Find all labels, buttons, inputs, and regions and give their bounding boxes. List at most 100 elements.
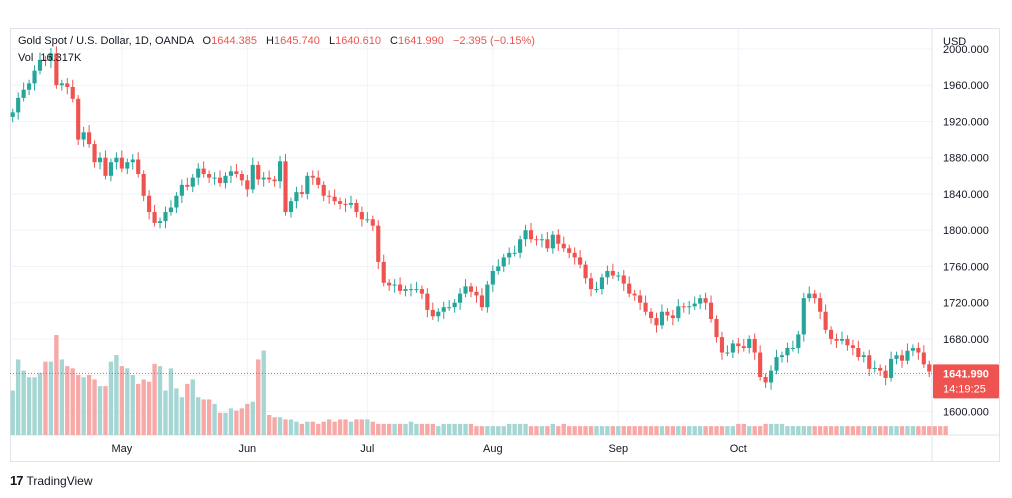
candle-body [621, 275, 626, 284]
candle-body [528, 230, 534, 240]
candle-body [550, 234, 555, 249]
volume-bar [468, 423, 474, 435]
volume-bar [807, 426, 812, 435]
volume-bar [774, 423, 779, 435]
volume-bar [703, 426, 708, 435]
candle-body [692, 303, 697, 307]
candle-body [578, 257, 583, 265]
volume-bar [65, 366, 70, 435]
volume-bar [376, 423, 381, 435]
volume-bar [392, 423, 397, 435]
volume-bar [938, 426, 943, 435]
volume-bar [768, 423, 774, 435]
volume-bar [910, 426, 916, 435]
tradingview-name: TradingView [26, 473, 93, 488]
volume-bar [81, 377, 86, 435]
candle-body [196, 168, 201, 178]
candle-body [785, 348, 790, 356]
volume-bar [217, 412, 223, 435]
volume-bar [141, 379, 146, 435]
candle-body [719, 337, 725, 353]
chart-frame[interactable] [10, 28, 1000, 462]
candle-body [681, 306, 686, 308]
volume-bar [163, 390, 168, 435]
candle-body [267, 177, 272, 180]
volume-bar [245, 403, 250, 435]
volume-bar [414, 423, 419, 435]
volume-bar [179, 397, 185, 435]
volume-bar [861, 426, 866, 435]
volume-bar [523, 423, 528, 435]
candle-body [436, 311, 441, 317]
volume-bar [572, 426, 577, 435]
candle-body [458, 293, 463, 303]
candle-body [725, 352, 730, 354]
candle-body [92, 144, 97, 163]
volume-bar [834, 426, 839, 435]
volume-bar [605, 426, 610, 435]
volume-bar [21, 370, 26, 435]
volume-bar [76, 375, 81, 435]
volume-bar [877, 426, 883, 435]
candle-body [905, 350, 910, 361]
volume-bar [305, 421, 310, 435]
volume-bar [119, 366, 125, 435]
candle-body [790, 348, 795, 349]
y-tick-label: 1800.000 [943, 225, 989, 237]
candle-body [534, 239, 539, 241]
volume-value: 16.317K [40, 52, 82, 64]
candle-body [277, 161, 283, 182]
volume-bar [299, 423, 305, 435]
volume-bar [867, 426, 872, 435]
candle-body [54, 53, 59, 86]
y-tick-label: 1680.000 [943, 334, 989, 346]
candle-body [523, 230, 528, 240]
volume-bar [697, 426, 703, 435]
candle-body [130, 159, 135, 163]
candle-body [774, 357, 779, 371]
candle-body [403, 289, 408, 291]
volume-bar [708, 426, 714, 435]
volume-bar [637, 426, 643, 435]
candle-body [512, 252, 517, 254]
candle-body [916, 348, 921, 353]
candle-body [856, 348, 861, 358]
candle-body [430, 309, 435, 317]
volume-bar [97, 386, 103, 435]
change-value: −2.395 (−0.15%) [452, 35, 535, 47]
candle-body [179, 184, 184, 196]
candle-body [638, 295, 643, 303]
volume-bar [206, 399, 212, 435]
candle-body [763, 377, 768, 383]
volume-bar [397, 423, 403, 435]
candle-body [594, 289, 599, 291]
x-tick-label: May [111, 443, 132, 455]
volume-bar [59, 359, 65, 435]
candle-body [81, 132, 86, 140]
y-tick-label: 1760.000 [943, 261, 989, 273]
volume-bar [632, 426, 637, 435]
volume-bar [457, 423, 463, 435]
volume-bar [228, 408, 234, 435]
volume-bar [943, 426, 948, 435]
candle-body [376, 225, 381, 262]
volume-bar [436, 426, 441, 435]
candle-body [37, 59, 43, 71]
volume-bar [670, 426, 676, 435]
candle-body [889, 358, 894, 378]
tradingview-logo[interactable]: 17 TradingView [10, 473, 93, 488]
candle-body [228, 171, 234, 176]
candle-body [332, 196, 337, 202]
candle-body [354, 203, 359, 213]
candle-body [157, 221, 163, 223]
symbol-title[interactable]: Gold Spot / U.S. Dollar, 1D, OANDA [18, 35, 194, 47]
volume-bar [496, 426, 501, 435]
volume-bar [899, 426, 905, 435]
volume-bar [446, 423, 452, 435]
y-tick-label: 1960.000 [943, 80, 989, 92]
candle-body [779, 355, 785, 358]
volume-bar [348, 421, 354, 435]
candle-body [392, 284, 397, 286]
volume-bar [610, 426, 616, 435]
